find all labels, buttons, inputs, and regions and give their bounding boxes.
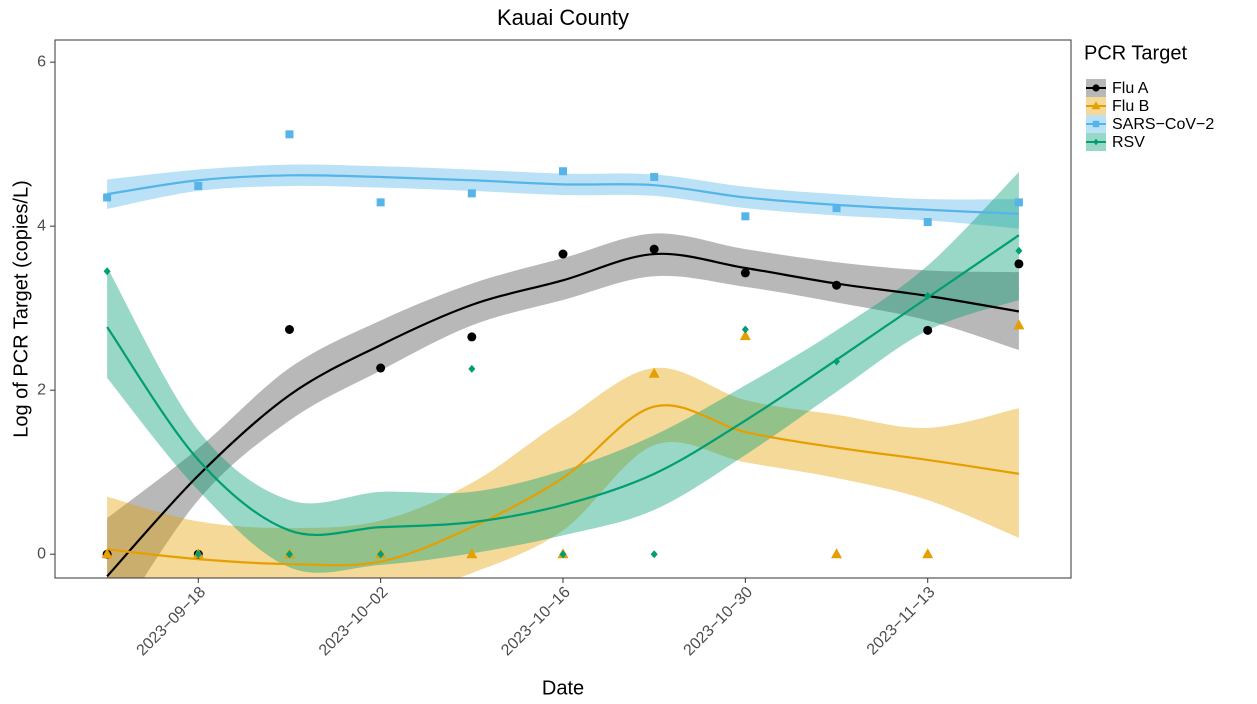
x-tick-label: 2023−09−18 xyxy=(134,584,210,660)
point xyxy=(741,325,749,334)
point xyxy=(558,249,568,259)
point xyxy=(923,325,933,335)
confidence-band xyxy=(107,164,1019,229)
trend-line xyxy=(106,174,1019,215)
point xyxy=(1014,259,1024,269)
point xyxy=(468,364,476,373)
point xyxy=(467,332,477,342)
legend-title: PCR Target xyxy=(1084,42,1187,64)
plot-area xyxy=(101,130,1025,578)
point xyxy=(285,550,293,559)
legend-label: Flu A xyxy=(1112,80,1149,97)
confidence-band xyxy=(107,172,1019,573)
point xyxy=(284,325,294,335)
point xyxy=(1013,319,1025,330)
point xyxy=(832,204,841,213)
point xyxy=(103,267,111,276)
point xyxy=(559,167,567,176)
point xyxy=(922,548,934,559)
point xyxy=(650,172,659,181)
point xyxy=(194,181,203,190)
point xyxy=(376,363,386,373)
point xyxy=(466,548,478,559)
point xyxy=(1015,246,1023,255)
point xyxy=(103,193,112,202)
point xyxy=(739,330,751,341)
x-axis-title: Date xyxy=(542,677,584,699)
point xyxy=(924,291,932,300)
point xyxy=(194,550,202,559)
point xyxy=(377,550,385,559)
point xyxy=(650,550,658,559)
y-tick-label: 6 xyxy=(37,53,46,70)
point xyxy=(559,550,567,559)
point xyxy=(376,198,385,207)
x-tick-label: 2023−10−16 xyxy=(498,584,574,660)
legend-label: SARS−CoV−2 xyxy=(1112,116,1214,133)
point xyxy=(285,130,294,139)
x-tick-label: 2023−11−13 xyxy=(864,584,939,659)
point xyxy=(648,367,660,378)
y-tick-label: 2 xyxy=(37,381,46,398)
trend-line xyxy=(106,404,1020,567)
point xyxy=(101,548,113,559)
legend-label: Flu B xyxy=(1112,98,1149,115)
point xyxy=(649,244,659,254)
confidence-band xyxy=(107,233,1019,578)
y-axis-title: Log of PCR Target (copies/L) xyxy=(10,180,32,438)
x-tick-label: 2023−10−02 xyxy=(316,584,392,660)
legend-label: RSV xyxy=(1112,134,1145,151)
chart-title: Kauai County xyxy=(497,5,629,30)
point xyxy=(467,189,476,198)
legend-key-marker xyxy=(1091,101,1101,110)
confidence-band xyxy=(107,367,1019,578)
trend-line xyxy=(106,234,1020,537)
point xyxy=(1014,198,1023,207)
legend-key-marker xyxy=(1092,84,1100,92)
y-tick-label: 4 xyxy=(37,217,46,234)
point xyxy=(831,548,843,559)
point xyxy=(740,268,750,278)
trend-line xyxy=(106,252,1020,578)
point xyxy=(741,212,750,221)
point xyxy=(833,357,841,366)
legend-key-marker xyxy=(1093,138,1099,146)
legend-key-marker xyxy=(1092,120,1100,128)
point xyxy=(832,280,842,290)
point xyxy=(923,218,932,227)
x-tick-label: 2023−10−30 xyxy=(681,584,757,660)
y-tick-label: 0 xyxy=(37,545,46,562)
